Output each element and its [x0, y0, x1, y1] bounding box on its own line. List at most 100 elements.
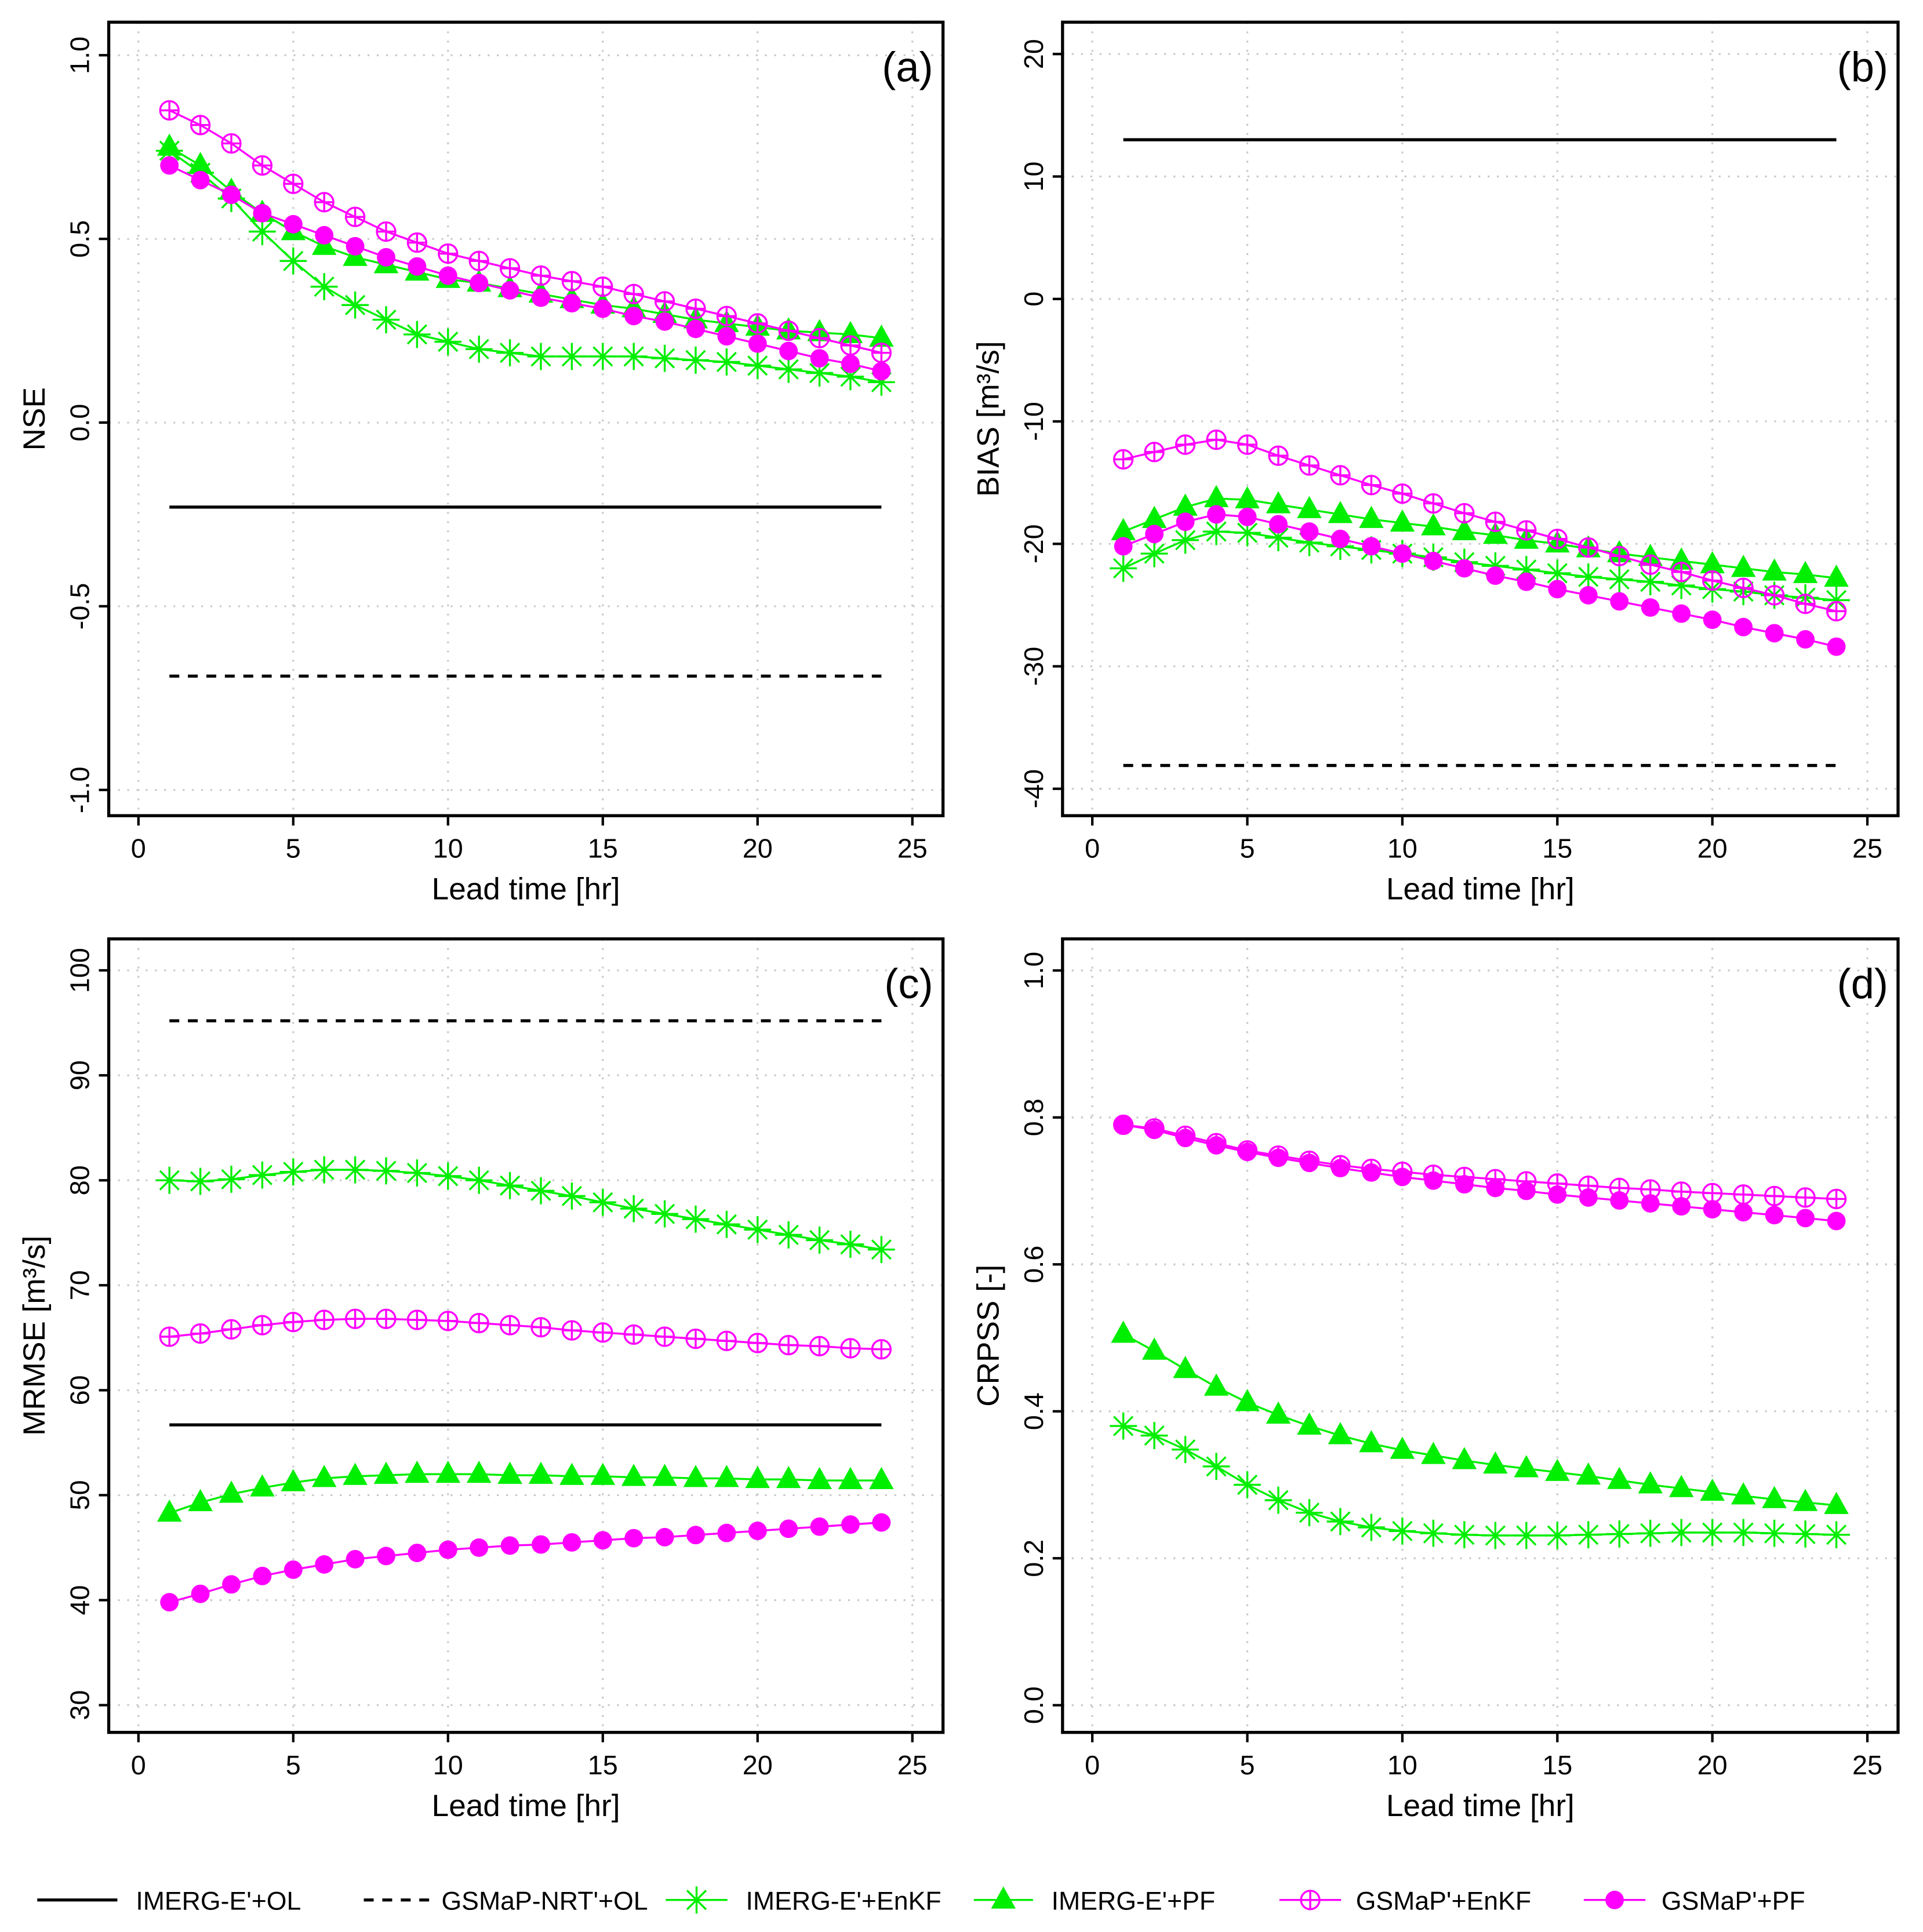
asterisk-stroke — [1113, 558, 1134, 579]
data-point — [377, 1547, 395, 1566]
series-gsmap-enkf — [159, 100, 892, 363]
circle-shape — [500, 281, 519, 300]
data-point — [685, 1328, 706, 1349]
data-point — [1297, 496, 1322, 518]
data-point — [1393, 544, 1412, 563]
circle-shape — [408, 257, 427, 276]
data-point — [562, 294, 581, 313]
data-point — [408, 257, 427, 276]
data-point — [1296, 1499, 1323, 1527]
data-point — [1145, 525, 1164, 544]
y-tick-label: -30 — [1019, 647, 1049, 686]
data-point — [1667, 1519, 1695, 1547]
x-tick-label: 15 — [588, 833, 618, 863]
data-point — [1202, 1453, 1230, 1480]
data-point — [1140, 540, 1168, 567]
triangle-shape — [1390, 1436, 1415, 1459]
asterisk-stroke — [1702, 1522, 1723, 1543]
data-point — [1111, 1320, 1136, 1343]
data-point — [496, 1171, 524, 1199]
x-tick-label: 25 — [1852, 833, 1882, 863]
asterisk-stroke — [685, 350, 706, 370]
data-point — [1483, 522, 1508, 544]
data-point — [1733, 1184, 1754, 1205]
data-point — [1172, 526, 1199, 554]
circle-shape — [532, 1535, 550, 1554]
series-line — [169, 1318, 882, 1351]
data-point — [1823, 1521, 1850, 1549]
asterisk-stroke — [530, 346, 551, 367]
data-point — [1731, 555, 1756, 577]
data-point — [279, 1158, 307, 1186]
circle-shape — [1734, 617, 1753, 636]
triangle-shape — [250, 1474, 275, 1497]
y-tick-label: 70 — [65, 1270, 95, 1300]
data-point — [562, 1533, 581, 1552]
circle-shape — [500, 1536, 519, 1555]
triangle-shape — [157, 133, 182, 156]
asterisk-stroke — [809, 1229, 830, 1250]
circle-shape — [1362, 1163, 1381, 1182]
triangle-shape — [188, 1489, 213, 1511]
triangle-shape — [1173, 493, 1198, 516]
asterisk-stroke — [1485, 1525, 1506, 1546]
data-point — [191, 170, 210, 190]
x-tick-label: 10 — [1387, 1750, 1417, 1780]
circle-shape — [253, 1566, 272, 1585]
series-line — [169, 146, 882, 339]
panel-label: (d) — [1837, 961, 1888, 1007]
data-point — [1543, 1522, 1571, 1549]
data-point — [496, 339, 524, 367]
legend-item: IMERG-E'+EnKF — [666, 1886, 941, 1916]
circle-shape — [315, 225, 334, 245]
data-point — [217, 1166, 245, 1193]
circle-shape — [1331, 1159, 1350, 1178]
data-point — [1268, 445, 1289, 466]
data-point — [716, 1330, 737, 1351]
data-point — [344, 206, 366, 227]
data-point — [376, 221, 397, 242]
triangle-shape — [776, 1465, 801, 1489]
asterisk-stroke — [406, 324, 427, 345]
circle-shape — [1269, 1148, 1288, 1167]
plot-frame — [1061, 20, 1900, 817]
asterisk-stroke — [376, 310, 397, 330]
asterisk-stroke — [561, 1185, 582, 1206]
circle-shape — [1641, 598, 1660, 617]
triangle-shape — [1297, 1412, 1322, 1435]
circle-shape — [686, 319, 705, 339]
data-point — [589, 343, 617, 370]
data-point — [620, 343, 648, 370]
y-tick-label: -0.5 — [65, 583, 95, 630]
panel-b: 0 5 10 15 20 25 -40 -30 -20 -10 0 10 20 Lead time [hr… — [971, 20, 1900, 907]
data-point — [686, 319, 705, 339]
circle-shape — [841, 1515, 860, 1534]
data-point — [744, 352, 772, 380]
circle-shape — [593, 299, 612, 318]
data-point — [1238, 1143, 1257, 1162]
data-point — [1359, 1430, 1384, 1453]
data-point — [1641, 1194, 1660, 1213]
circle-shape — [1734, 1203, 1753, 1222]
series-line — [1123, 1425, 1837, 1537]
triangle-shape — [1421, 513, 1446, 536]
asterisk-stroke — [809, 362, 830, 384]
circle-shape — [1579, 585, 1598, 605]
data-point — [438, 1311, 459, 1331]
data-point — [871, 1339, 892, 1360]
data-point — [1392, 483, 1413, 504]
y-tick-label: 40 — [65, 1585, 95, 1615]
data-point — [1175, 434, 1196, 455]
data-point — [1729, 1519, 1757, 1547]
panel-label: (c) — [884, 961, 933, 1007]
triangle-shape — [1111, 518, 1136, 540]
asterisk-stroke — [221, 1169, 242, 1189]
data-point — [651, 1200, 678, 1228]
circle-shape — [253, 203, 272, 223]
circle-shape — [1114, 537, 1133, 556]
data-point — [778, 320, 799, 341]
asterisk-stroke — [345, 1159, 366, 1180]
series-line — [169, 1521, 882, 1603]
data-point — [219, 1480, 244, 1503]
data-point — [249, 1161, 276, 1189]
